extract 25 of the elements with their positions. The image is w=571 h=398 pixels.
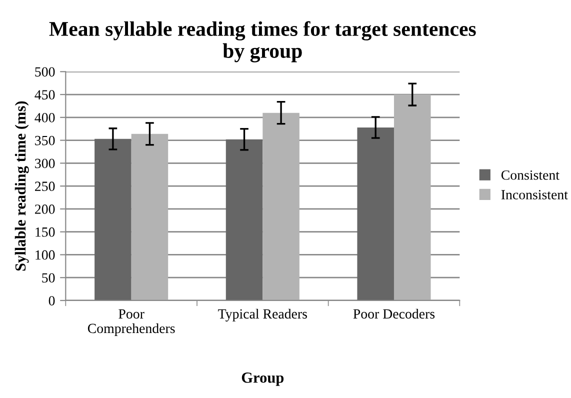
bar bbox=[94, 138, 132, 300]
y-tick-label: 300 bbox=[35, 158, 55, 168]
y-tick-label: 50 bbox=[42, 273, 55, 283]
y-tick-label: 350 bbox=[35, 136, 55, 146]
bar bbox=[262, 112, 300, 300]
bar bbox=[131, 134, 168, 300]
y-tick-label: 100 bbox=[36, 250, 55, 260]
legend-label: Inconsistent bbox=[501, 190, 568, 200]
legend-label: Consistent bbox=[501, 170, 560, 180]
y-tick-label: 450 bbox=[34, 90, 55, 100]
bar bbox=[357, 127, 394, 300]
x-tick-label: Poor Comprehenders bbox=[88, 309, 175, 336]
x-tick-label: Poor Decoders bbox=[353, 308, 435, 319]
y-tick-label: 250 bbox=[35, 182, 55, 192]
bar bbox=[226, 139, 263, 300]
x-axis-title: Group bbox=[242, 372, 284, 386]
bar bbox=[394, 94, 431, 300]
y-axis-title: Syllable reading time (ms) bbox=[14, 101, 29, 271]
y-tick-label: 400 bbox=[34, 112, 55, 122]
x-tick-label: Typical Readers bbox=[218, 308, 307, 322]
y-tick-label: 0 bbox=[48, 296, 55, 306]
y-tick-label: 150 bbox=[36, 227, 55, 237]
y-tick-label: 200 bbox=[35, 204, 55, 214]
chart-title: Mean syllable reading times for target sentences by group bbox=[49, 21, 476, 62]
y-tick-label: 500 bbox=[35, 67, 55, 77]
